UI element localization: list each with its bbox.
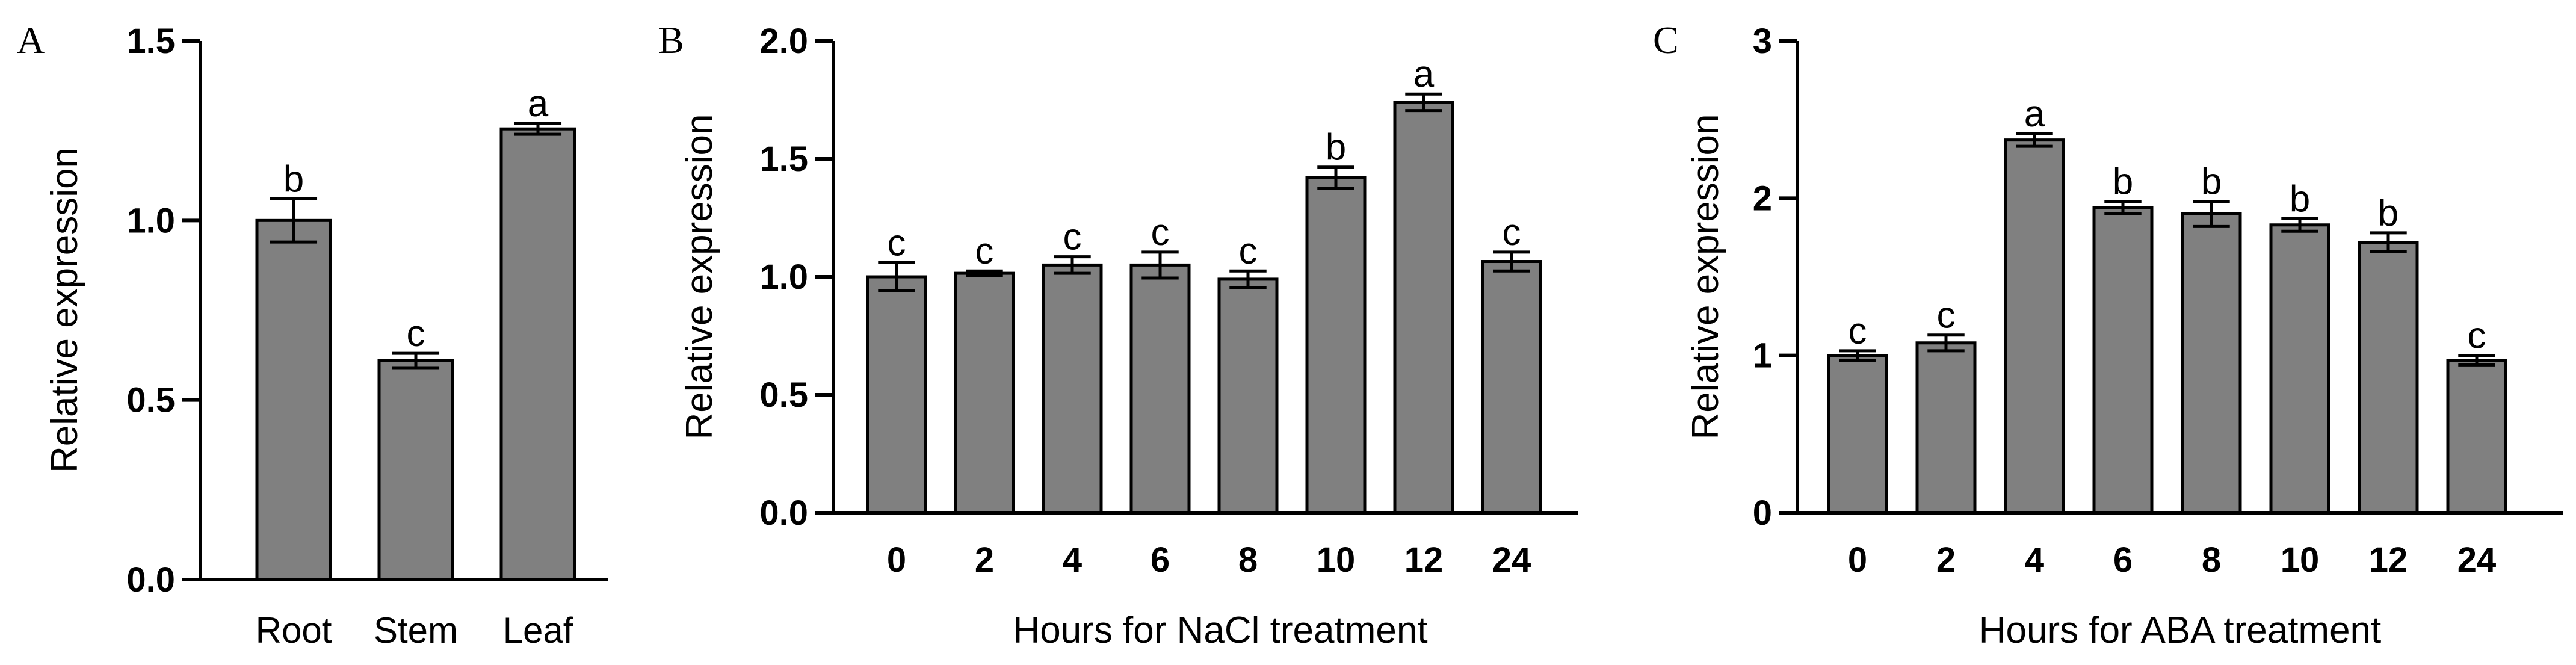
significance-label: b — [2201, 161, 2222, 203]
bar — [2004, 138, 2065, 515]
y-tick-label: 0.0 — [126, 560, 175, 599]
significance-label: c — [407, 313, 425, 354]
x-tick-label: 8 — [1238, 540, 1258, 580]
bar — [1305, 176, 1367, 515]
y-axis-title: Relative expression — [1685, 114, 1726, 439]
x-tick-label: 8 — [2202, 540, 2221, 580]
bar — [2092, 206, 2154, 515]
x-tick-label: 10 — [2281, 540, 2320, 580]
bar — [1217, 277, 1279, 515]
significance-label: b — [1326, 127, 1346, 169]
significance-label: c — [1937, 295, 1956, 336]
bar — [2269, 223, 2330, 515]
significance-label: b — [2113, 161, 2133, 203]
bar — [866, 275, 927, 515]
significance-label: c — [1239, 230, 1258, 272]
x-axis-title: Hours for ABA treatment — [1979, 610, 2382, 651]
bar — [1827, 354, 1888, 515]
bar — [1481, 260, 1542, 515]
x-tick-label: 0 — [887, 540, 906, 580]
y-axis-title: Relative expression — [679, 114, 720, 439]
x-tick-label: 6 — [1151, 540, 1170, 580]
x-tick-label: Leaf — [503, 610, 573, 651]
x-tick-label: 6 — [2113, 540, 2133, 580]
significance-label: c — [1849, 311, 1867, 352]
bar — [1915, 341, 1977, 515]
y-tick-label: 1.5 — [759, 140, 808, 179]
significance-label: b — [283, 159, 304, 200]
panel-letter-b: B — [658, 19, 684, 61]
x-tick-label: 12 — [2369, 540, 2408, 580]
panel-letter-a: A — [17, 19, 45, 61]
x-tick-label: 2 — [1936, 540, 1956, 580]
x-tick-label: Root — [256, 610, 332, 651]
y-tick-label: 0 — [1753, 493, 1772, 533]
bar — [1129, 263, 1191, 515]
y-axis-title: Relative expression — [44, 147, 85, 473]
bar — [255, 218, 332, 581]
significance-label: a — [1413, 54, 1435, 95]
panel-b: B c 0 c 2 c 4 c 6 c 8 b 10 a 12 c 24 0.0 0.5 1.0 1.5 2.0 Rela… — [658, 19, 1578, 651]
panel-letter-c: C — [1653, 19, 1679, 61]
x-tick-label: 4 — [2025, 540, 2044, 580]
y-tick-label: 1.0 — [759, 258, 808, 297]
y-tick-label: 1.0 — [126, 201, 175, 240]
x-tick-label: 0 — [1848, 540, 1867, 580]
y-tick-label: 0.5 — [759, 376, 808, 415]
y-tick-label: 2 — [1753, 179, 1772, 218]
bar — [499, 127, 576, 581]
x-tick-label: Stem — [374, 610, 458, 651]
x-tick-label: 4 — [1063, 540, 1082, 580]
significance-label: c — [1151, 212, 1170, 253]
significance-label: a — [528, 83, 549, 125]
significance-label: a — [2024, 93, 2045, 135]
y-tick-label: 0.5 — [126, 381, 175, 420]
x-tick-label: 12 — [1404, 540, 1444, 580]
bar — [1042, 263, 1103, 515]
significance-label: c — [1503, 212, 1521, 253]
significance-label: c — [1063, 217, 1082, 258]
x-tick-label: 10 — [1317, 540, 1356, 580]
y-tick-label: 1 — [1753, 336, 1772, 376]
y-tick-label: 0.0 — [759, 493, 808, 533]
x-tick-label: 24 — [1492, 540, 1531, 580]
bar — [377, 359, 454, 581]
x-tick-label: 24 — [2457, 540, 2497, 580]
y-tick-label: 3 — [1753, 22, 1772, 61]
significance-label: c — [888, 222, 906, 264]
x-axis-title: Hours for NaCl treatment — [1013, 610, 1427, 651]
bar — [2358, 241, 2419, 515]
panel-a: A b Root c Stem a Leaf 0.0 0.5 1.0 1.5 Relative ex… — [17, 19, 608, 651]
bar — [1393, 101, 1454, 515]
bar — [2181, 212, 2242, 515]
significance-label: b — [2378, 193, 2398, 234]
y-tick-label: 1.5 — [126, 22, 175, 61]
bar — [2446, 359, 2507, 515]
significance-label: c — [2468, 315, 2486, 357]
bar — [954, 271, 1015, 515]
significance-label: c — [975, 230, 994, 272]
significance-label: b — [2290, 178, 2310, 220]
y-tick-label: 2.0 — [759, 22, 808, 61]
x-tick-label: 2 — [975, 540, 994, 580]
